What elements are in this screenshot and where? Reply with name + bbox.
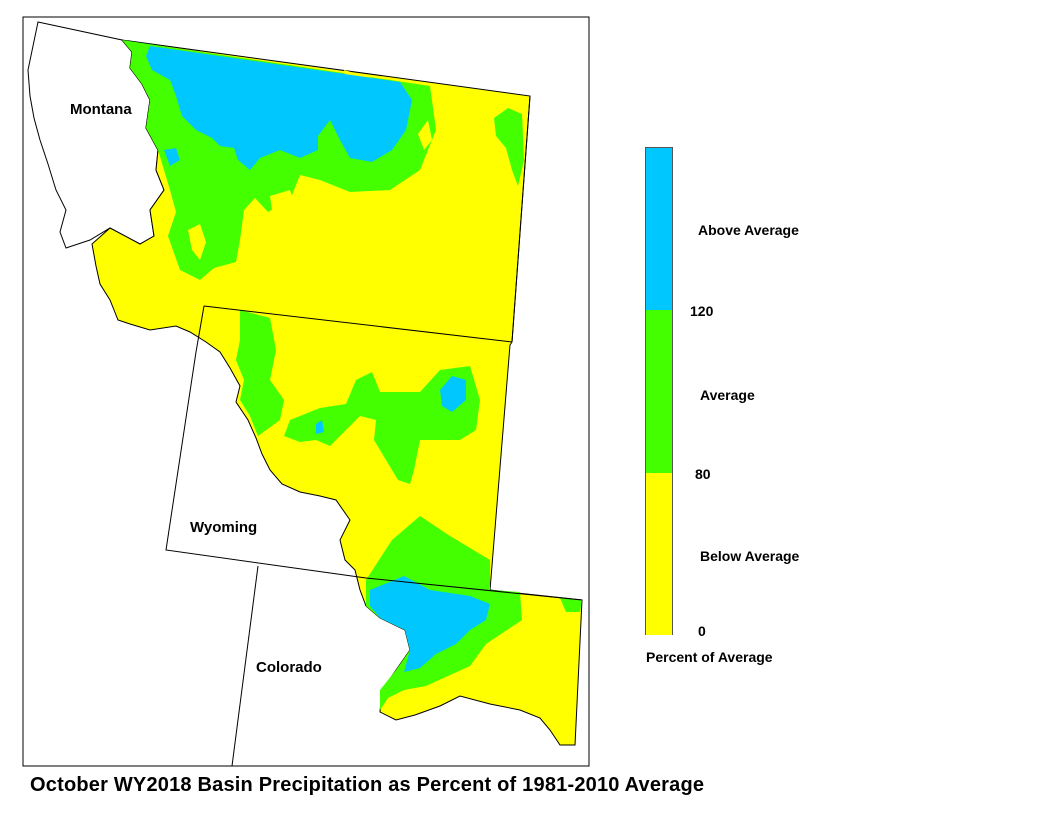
basin-above-average-regions (146, 46, 490, 672)
legend-tick-0: 0 (698, 623, 706, 639)
legend-label-average: Average (700, 387, 755, 403)
legend-label-below: Below Average (700, 548, 800, 564)
legend-color-bar (645, 147, 673, 635)
legend-tick-80: 80 (695, 466, 711, 482)
wyoming-west-border (165, 305, 367, 579)
label-wyoming: Wyoming (190, 519, 258, 536)
map-title: October WY2018 Basin Precipitation as Pe… (30, 774, 705, 796)
legend-title: Percent of Average (646, 649, 773, 665)
montana-wyoming-border (203, 305, 513, 343)
legend-label-above: Above Average (698, 222, 799, 238)
wyoming-colorado-border (365, 577, 583, 601)
legend-tick-120: 120 (690, 303, 714, 319)
legend-swatch-above (646, 148, 672, 310)
label-colorado: Colorado (256, 659, 322, 676)
colorado-west-border (231, 565, 259, 767)
montana-east-border (511, 95, 531, 343)
legend-swatch-below (646, 473, 672, 635)
legend-swatch-average (646, 310, 672, 473)
label-montana: Montana (70, 101, 132, 118)
